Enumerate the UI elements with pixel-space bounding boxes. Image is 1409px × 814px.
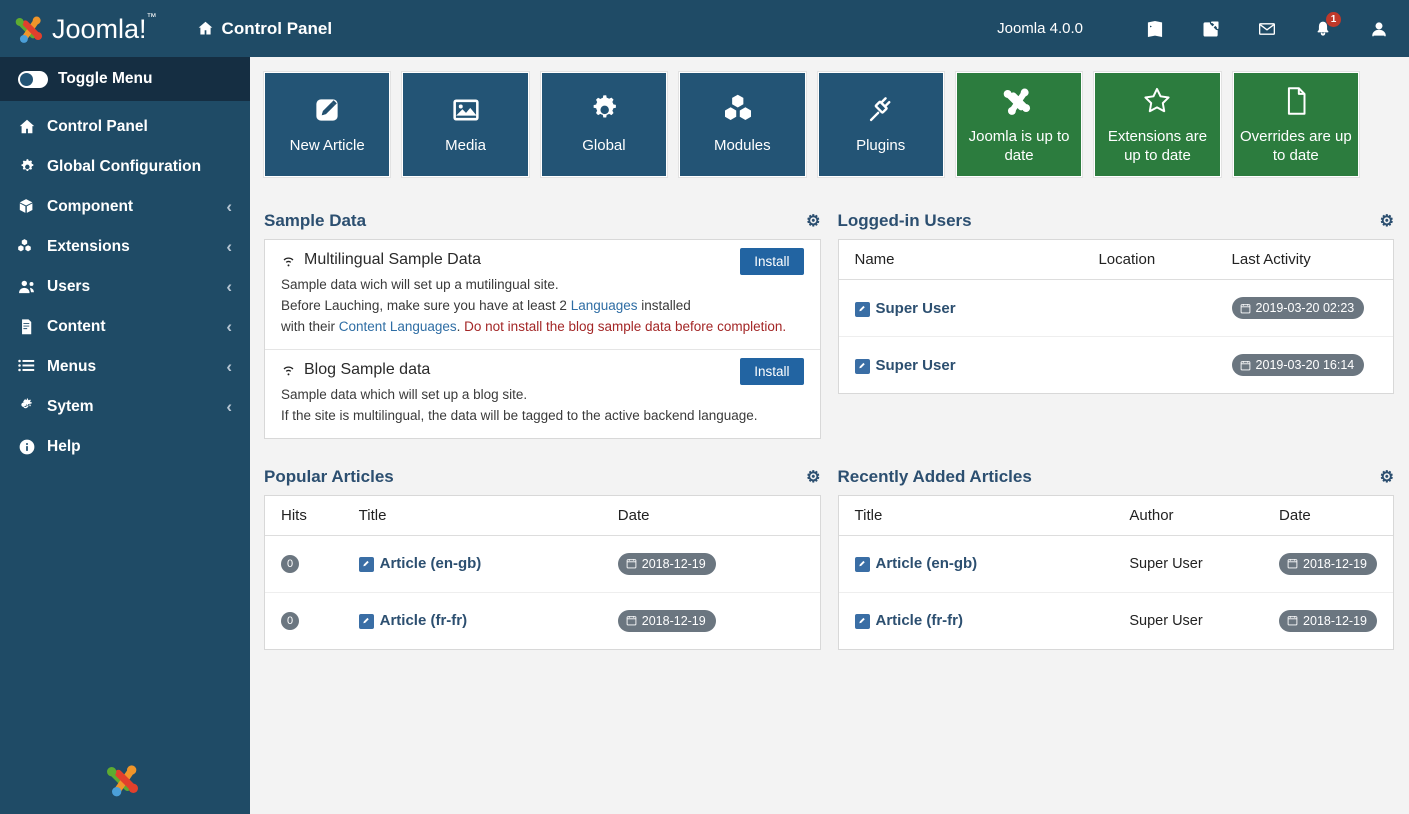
svg-text:A: A <box>1157 26 1162 33</box>
